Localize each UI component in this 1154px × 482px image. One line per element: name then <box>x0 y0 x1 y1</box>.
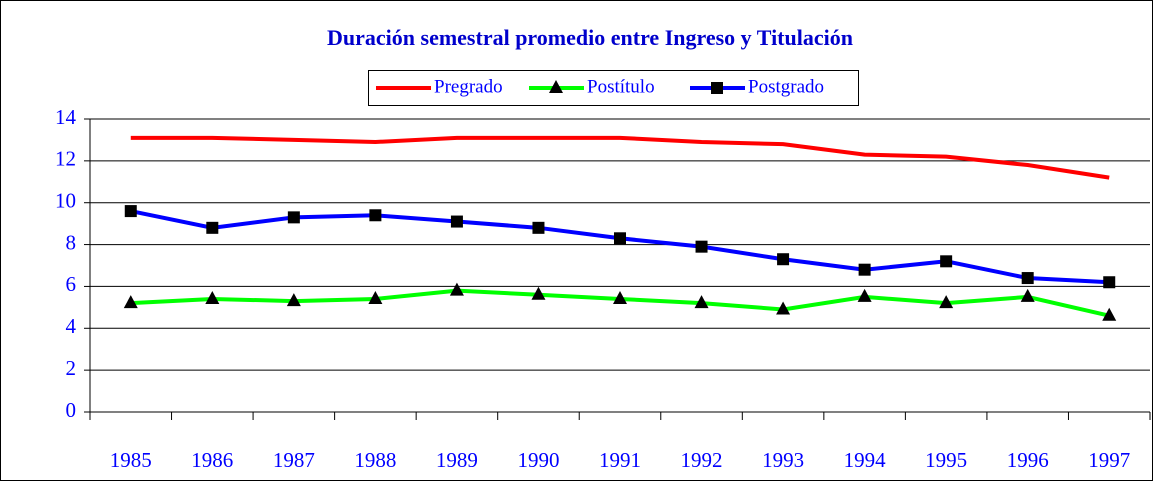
square-marker <box>287 211 300 224</box>
square-marker <box>369 209 382 222</box>
triangle-marker <box>205 290 220 304</box>
x-tick-label: 1985 <box>110 448 152 472</box>
triangle-marker <box>694 295 709 309</box>
square-marker <box>206 221 219 234</box>
legend-label: Postítulo <box>587 76 655 97</box>
y-tick-label: 6 <box>66 272 77 296</box>
x-tick-label: 1987 <box>273 448 315 472</box>
triangle-marker <box>1020 288 1035 302</box>
x-tick-label: 1993 <box>762 448 804 472</box>
square-marker <box>858 263 871 276</box>
square-marker <box>940 255 953 268</box>
x-tick-label: 1994 <box>844 448 887 472</box>
triangle-marker <box>123 295 138 309</box>
x-tick-label: 1988 <box>354 448 396 472</box>
x-tick-label: 1989 <box>436 448 478 472</box>
square-marker <box>1103 276 1116 289</box>
square-marker <box>124 205 137 218</box>
series-line <box>130 135 1110 180</box>
y-tick-label: 12 <box>55 147 76 171</box>
legend-box <box>368 70 859 106</box>
x-tick-label: 1990 <box>517 448 559 472</box>
square-marker <box>450 215 463 228</box>
triangle-marker <box>613 290 627 304</box>
chart-title: Duración semestral promedio entre Ingres… <box>327 25 853 50</box>
y-tick-label: 0 <box>66 398 77 422</box>
x-tick-label: 1986 <box>191 448 233 472</box>
triangle-marker <box>857 288 872 302</box>
legend-label: Pregrado <box>434 76 503 97</box>
x-tick-label: 1996 <box>1007 448 1049 472</box>
y-tick-label: 4 <box>66 314 77 338</box>
square-marker <box>1021 272 1034 285</box>
y-tick-label: 10 <box>55 189 76 213</box>
triangle-marker <box>776 301 791 315</box>
square-marker <box>614 232 626 245</box>
triangle-marker <box>1102 307 1117 321</box>
triangle-marker <box>286 293 301 307</box>
legend-marker <box>711 82 723 94</box>
legend-marker <box>549 80 563 93</box>
square-marker <box>777 253 790 266</box>
x-tick-label: 1991 <box>599 448 641 472</box>
triangle-marker <box>939 295 954 309</box>
y-tick-label: 14 <box>55 105 77 129</box>
triangle-marker <box>531 286 546 300</box>
x-tick-label: 1995 <box>925 448 967 472</box>
y-tick-label: 2 <box>66 356 77 380</box>
y-tick-label: 8 <box>66 230 77 254</box>
x-tick-label: 1997 <box>1088 448 1130 472</box>
square-marker <box>532 221 545 234</box>
triangle-marker <box>449 282 464 296</box>
square-marker <box>695 240 708 253</box>
legend-label: Postgrado <box>748 76 824 97</box>
x-tick-label: 1992 <box>681 448 723 472</box>
triangle-marker <box>368 290 383 304</box>
